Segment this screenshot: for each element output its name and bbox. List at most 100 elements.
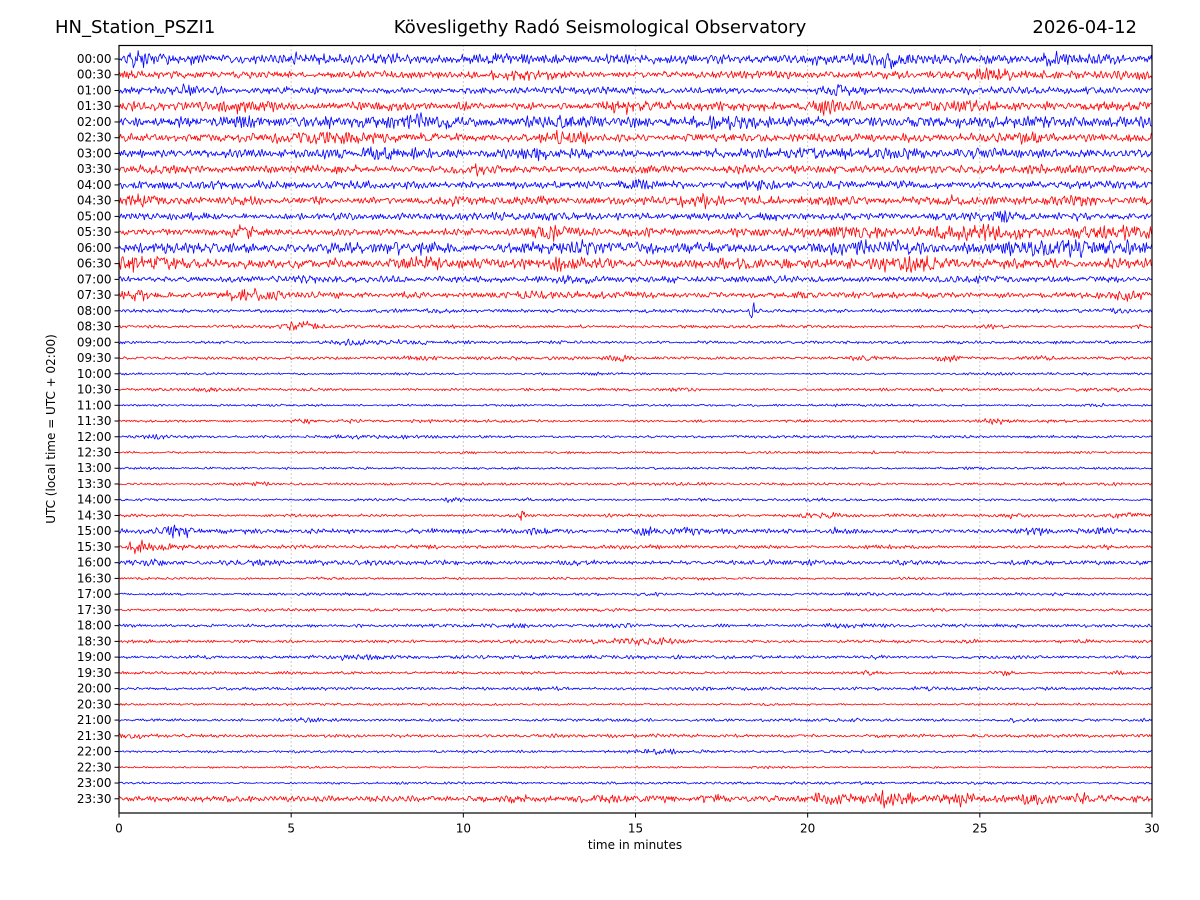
seismo-trace-0030 [118,67,1153,81]
x-axis-label: time in minutes [588,838,682,852]
seismo-trace-1700 [118,592,1153,597]
seismo-trace-1930 [118,670,1153,677]
y-tick-label: 17:30 [77,603,112,617]
seismo-trace-0000 [118,50,1153,70]
date-title: 2026-04-12 [1032,17,1137,38]
y-tick-label: 18:00 [77,619,112,633]
seismogram-traces [118,50,1153,809]
seismo-trace-2000 [118,686,1153,692]
y-tick-label: 08:30 [77,320,112,334]
y-tick-label: 06:30 [77,257,112,271]
x-tick-label: 5 [287,822,295,836]
seismo-trace-1530 [118,539,1153,555]
y-tick-label: 05:00 [77,209,112,223]
station-title: HN_Station_PSZI1 [55,17,215,38]
y-tick-label: 11:30 [77,414,112,428]
seismo-trace-2030 [118,702,1153,707]
seismo-trace-0400 [118,178,1153,192]
seismo-trace-1600 [118,558,1153,567]
seismo-trace-1000 [118,371,1153,376]
seismo-trace-0530 [118,223,1153,242]
seismo-trace-1800 [118,622,1153,629]
y-tick-label: 19:30 [77,666,112,680]
seismo-trace-0700 [118,274,1153,285]
seismo-trace-2230 [119,765,1153,770]
y-tick-label: 20:30 [77,697,112,711]
y-tick-label: 09:30 [77,351,112,365]
y-tick-label: 14:00 [77,493,112,507]
x-tick-label: 30 [1144,822,1159,836]
y-tick-label: 17:00 [77,587,112,601]
seismo-trace-0130 [118,99,1153,116]
y-tick-label: 14:30 [77,508,112,522]
seismo-trace-2130 [118,733,1153,739]
seismo-trace-0830 [118,320,1153,331]
seismo-trace-2200 [118,748,1153,756]
plot-border [118,44,1153,814]
y-tick-label: 02:30 [77,131,112,145]
y-tick-label: 08:00 [77,304,112,318]
seismo-trace-1430 [118,510,1153,521]
y-tick-label: 05:30 [77,225,112,239]
seismo-trace-0500 [118,210,1153,223]
seismo-trace-1630 [119,576,1153,581]
seismo-trace-0730 [118,287,1153,302]
y-tick-label: 04:30 [77,194,112,208]
y-tick-label: 13:00 [77,461,112,475]
seismo-trace-1300 [118,466,1153,471]
y-tick-label: 16:00 [77,556,112,570]
y-tick-label: 12:30 [77,446,112,460]
y-tick-label: 19:00 [77,650,112,664]
seismo-trace-0900 [118,338,1153,346]
y-tick-label: 09:00 [77,335,112,349]
seismo-trace-1330 [118,481,1153,487]
observatory-title: Kövesligethy Radó Seismological Observat… [394,17,807,38]
seismo-trace-0230 [118,129,1153,145]
y-tick-label: 11:00 [77,398,112,412]
seismo-trace-0300 [118,146,1153,162]
x-tick-label: 25 [972,822,987,836]
seismo-trace-1400 [118,497,1153,504]
seismo-trace-1030 [118,387,1153,393]
y-tick-label: 22:30 [77,760,112,774]
seismo-trace-1730 [118,607,1153,613]
y-tick-label: 16:30 [77,571,112,585]
seismo-trace-0430 [118,192,1153,210]
x-tick-label: 0 [115,822,123,836]
seismo-trace-0600 [118,239,1153,258]
seismo-trace-1830 [118,637,1153,646]
y-tick-label: 20:00 [77,682,112,696]
seismo-trace-0930 [118,354,1153,363]
x-tick-label: 20 [800,822,815,836]
y-tick-label: 15:00 [77,524,112,538]
seismo-trace-2300 [118,781,1153,785]
y-tick-label: 10:30 [77,383,112,397]
y-tick-label: 06:00 [77,241,112,255]
y-tick-label: 07:30 [77,288,112,302]
y-tick-label: 23:30 [77,792,112,806]
seismo-trace-1100 [118,402,1153,408]
y-tick-label: 01:00 [77,83,112,97]
seismo-trace-1130 [118,418,1153,425]
y-tick-label: 13:30 [77,477,112,491]
y-tick-label: 23:00 [77,776,112,790]
y-tick-label: 01:30 [77,99,112,113]
y-tick-label: 07:00 [77,272,112,286]
y-tick-label: 04:00 [77,178,112,192]
y-tick-label: 00:00 [77,52,112,66]
y-tick-label: 21:30 [77,729,112,743]
seismo-trace-2100 [118,717,1153,724]
y-tick-label: 18:30 [77,634,112,648]
y-tick-label: 03:00 [77,146,112,160]
y-tick-label: 03:30 [77,162,112,176]
y-tick-label: 22:00 [77,745,112,759]
x-tick-label: 10 [456,822,471,836]
y-tick-label: 10:00 [77,367,112,381]
seismo-trace-2330 [118,789,1153,809]
seismo-trace-0630 [118,255,1153,273]
grid-lines [290,45,981,813]
seismo-trace-0330 [118,163,1153,177]
